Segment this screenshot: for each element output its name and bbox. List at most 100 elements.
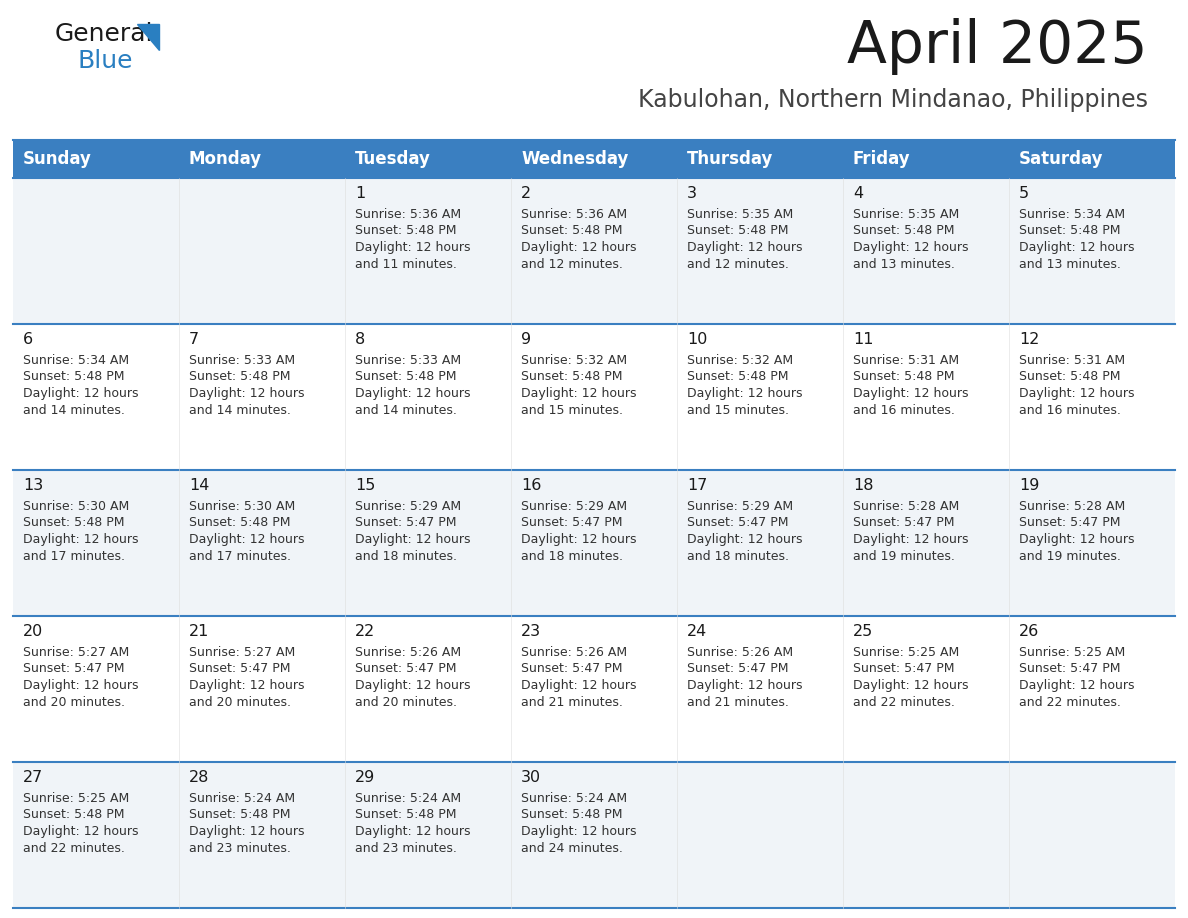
Text: 28: 28	[189, 770, 209, 785]
Text: Sunrise: 5:29 AM: Sunrise: 5:29 AM	[522, 500, 627, 513]
Text: Daylight: 12 hours: Daylight: 12 hours	[687, 241, 803, 254]
Text: 26: 26	[1019, 624, 1040, 639]
Text: Blue: Blue	[77, 49, 133, 73]
Text: and 20 minutes.: and 20 minutes.	[189, 696, 291, 709]
Text: Daylight: 12 hours: Daylight: 12 hours	[522, 241, 637, 254]
Text: Thursday: Thursday	[687, 150, 773, 168]
Text: Daylight: 12 hours: Daylight: 12 hours	[522, 533, 637, 546]
Text: Daylight: 12 hours: Daylight: 12 hours	[355, 533, 470, 546]
Text: 7: 7	[189, 332, 200, 347]
Text: 9: 9	[522, 332, 531, 347]
Text: Friday: Friday	[853, 150, 911, 168]
Text: 10: 10	[687, 332, 707, 347]
Text: Sunrise: 5:25 AM: Sunrise: 5:25 AM	[23, 792, 129, 805]
Text: Daylight: 12 hours: Daylight: 12 hours	[522, 825, 637, 838]
Text: and 23 minutes.: and 23 minutes.	[189, 842, 291, 855]
Text: and 20 minutes.: and 20 minutes.	[23, 696, 125, 709]
Text: Daylight: 12 hours: Daylight: 12 hours	[189, 679, 304, 692]
Text: Sunset: 5:47 PM: Sunset: 5:47 PM	[189, 663, 291, 676]
Text: 8: 8	[355, 332, 365, 347]
Text: 11: 11	[853, 332, 873, 347]
Text: and 15 minutes.: and 15 minutes.	[687, 404, 789, 417]
Text: 15: 15	[355, 478, 375, 493]
Text: 19: 19	[1019, 478, 1040, 493]
Text: Sunset: 5:48 PM: Sunset: 5:48 PM	[23, 809, 125, 822]
Text: 14: 14	[189, 478, 209, 493]
Bar	[13, 324, 1175, 470]
Text: Sunset: 5:47 PM: Sunset: 5:47 PM	[355, 517, 456, 530]
Text: Sunrise: 5:35 AM: Sunrise: 5:35 AM	[687, 208, 794, 221]
Text: 25: 25	[853, 624, 873, 639]
Text: Sunrise: 5:36 AM: Sunrise: 5:36 AM	[522, 208, 627, 221]
Text: General: General	[55, 22, 153, 46]
Text: and 23 minutes.: and 23 minutes.	[355, 842, 457, 855]
Text: Sunset: 5:48 PM: Sunset: 5:48 PM	[355, 371, 456, 384]
Text: Daylight: 12 hours: Daylight: 12 hours	[23, 387, 139, 400]
Text: Sunrise: 5:35 AM: Sunrise: 5:35 AM	[853, 208, 959, 221]
Text: Sunrise: 5:27 AM: Sunrise: 5:27 AM	[23, 646, 129, 659]
Text: Sunset: 5:47 PM: Sunset: 5:47 PM	[687, 663, 789, 676]
Text: Daylight: 12 hours: Daylight: 12 hours	[189, 533, 304, 546]
Text: and 16 minutes.: and 16 minutes.	[1019, 404, 1120, 417]
Text: Tuesday: Tuesday	[355, 150, 431, 168]
Text: 3: 3	[687, 186, 697, 201]
Text: Sunrise: 5:26 AM: Sunrise: 5:26 AM	[355, 646, 461, 659]
Text: Daylight: 12 hours: Daylight: 12 hours	[1019, 241, 1135, 254]
Text: Sunset: 5:47 PM: Sunset: 5:47 PM	[1019, 517, 1120, 530]
Text: Sunrise: 5:36 AM: Sunrise: 5:36 AM	[355, 208, 461, 221]
Text: Sunset: 5:47 PM: Sunset: 5:47 PM	[853, 663, 954, 676]
Text: and 20 minutes.: and 20 minutes.	[355, 696, 457, 709]
Text: Daylight: 12 hours: Daylight: 12 hours	[1019, 679, 1135, 692]
Text: and 18 minutes.: and 18 minutes.	[355, 550, 457, 563]
Text: Daylight: 12 hours: Daylight: 12 hours	[23, 679, 139, 692]
Text: Wednesday: Wednesday	[522, 150, 628, 168]
Text: Daylight: 12 hours: Daylight: 12 hours	[355, 679, 470, 692]
Text: Sunrise: 5:29 AM: Sunrise: 5:29 AM	[687, 500, 794, 513]
Text: 22: 22	[355, 624, 375, 639]
Text: Sunrise: 5:24 AM: Sunrise: 5:24 AM	[522, 792, 627, 805]
Text: Sunset: 5:48 PM: Sunset: 5:48 PM	[1019, 225, 1120, 238]
Text: Kabulohan, Northern Mindanao, Philippines: Kabulohan, Northern Mindanao, Philippine…	[638, 88, 1148, 112]
Text: and 16 minutes.: and 16 minutes.	[853, 404, 955, 417]
Text: Sunset: 5:47 PM: Sunset: 5:47 PM	[522, 663, 623, 676]
Text: Sunset: 5:48 PM: Sunset: 5:48 PM	[522, 809, 623, 822]
Text: and 18 minutes.: and 18 minutes.	[687, 550, 789, 563]
Text: Sunrise: 5:26 AM: Sunrise: 5:26 AM	[522, 646, 627, 659]
Text: and 13 minutes.: and 13 minutes.	[1019, 258, 1120, 271]
Text: 27: 27	[23, 770, 43, 785]
Text: Sunset: 5:47 PM: Sunset: 5:47 PM	[1019, 663, 1120, 676]
Text: Sunset: 5:47 PM: Sunset: 5:47 PM	[522, 517, 623, 530]
Text: Daylight: 12 hours: Daylight: 12 hours	[355, 241, 470, 254]
Text: Sunset: 5:48 PM: Sunset: 5:48 PM	[23, 517, 125, 530]
Text: and 12 minutes.: and 12 minutes.	[522, 258, 623, 271]
Text: and 19 minutes.: and 19 minutes.	[853, 550, 955, 563]
Text: Daylight: 12 hours: Daylight: 12 hours	[189, 387, 304, 400]
Text: and 21 minutes.: and 21 minutes.	[522, 696, 623, 709]
Text: Sunrise: 5:29 AM: Sunrise: 5:29 AM	[355, 500, 461, 513]
Text: and 19 minutes.: and 19 minutes.	[1019, 550, 1120, 563]
Text: 12: 12	[1019, 332, 1040, 347]
Text: and 14 minutes.: and 14 minutes.	[23, 404, 125, 417]
Text: Sunrise: 5:34 AM: Sunrise: 5:34 AM	[1019, 208, 1125, 221]
Text: Daylight: 12 hours: Daylight: 12 hours	[355, 825, 470, 838]
Text: and 22 minutes.: and 22 minutes.	[853, 696, 955, 709]
Bar	[13, 762, 1175, 908]
Text: Daylight: 12 hours: Daylight: 12 hours	[687, 387, 803, 400]
Text: Sunrise: 5:33 AM: Sunrise: 5:33 AM	[355, 354, 461, 367]
Text: and 15 minutes.: and 15 minutes.	[522, 404, 623, 417]
Text: 17: 17	[687, 478, 707, 493]
Text: and 17 minutes.: and 17 minutes.	[189, 550, 291, 563]
Text: 5: 5	[1019, 186, 1029, 201]
Text: 18: 18	[853, 478, 873, 493]
Text: Sunrise: 5:27 AM: Sunrise: 5:27 AM	[189, 646, 296, 659]
Text: Sunrise: 5:31 AM: Sunrise: 5:31 AM	[853, 354, 959, 367]
Text: 20: 20	[23, 624, 43, 639]
Text: and 13 minutes.: and 13 minutes.	[853, 258, 955, 271]
Bar	[13, 140, 1175, 178]
Text: Daylight: 12 hours: Daylight: 12 hours	[23, 825, 139, 838]
Text: Sunrise: 5:28 AM: Sunrise: 5:28 AM	[1019, 500, 1125, 513]
Text: Daylight: 12 hours: Daylight: 12 hours	[853, 241, 968, 254]
Text: Sunset: 5:48 PM: Sunset: 5:48 PM	[853, 225, 954, 238]
Text: Saturday: Saturday	[1019, 150, 1104, 168]
Text: Sunrise: 5:32 AM: Sunrise: 5:32 AM	[687, 354, 794, 367]
